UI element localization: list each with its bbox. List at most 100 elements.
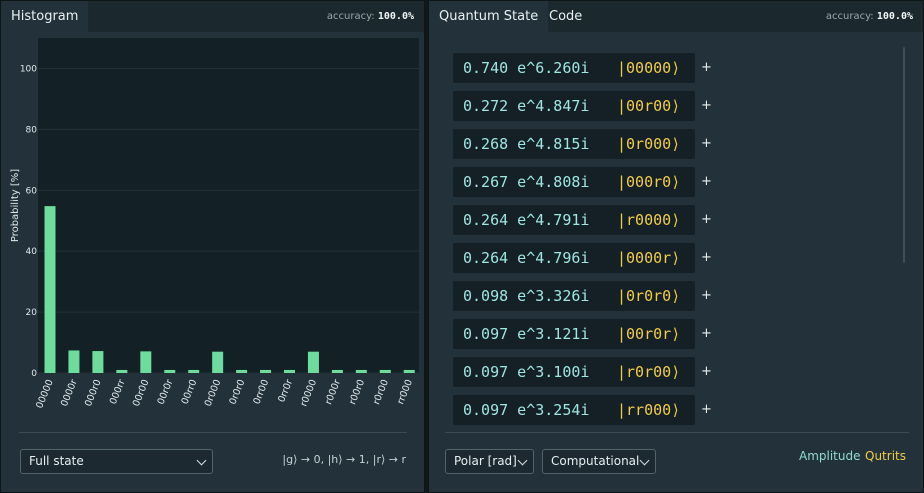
x-tick-label: 0r0r0 bbox=[227, 378, 247, 406]
histogram-bar bbox=[188, 369, 200, 373]
basis-ket: |000r0⟩ bbox=[617, 173, 681, 191]
histogram-bar bbox=[260, 369, 272, 373]
qutrits-toggle[interactable]: Qutrits bbox=[865, 449, 906, 463]
x-tick-label: 0000r bbox=[59, 378, 80, 408]
histogram-bar bbox=[140, 351, 152, 373]
amplitude-box: 0.740 e^6.260i |00000⟩ bbox=[453, 53, 695, 83]
level-mapping-legend: |g⟩ → 0, |h⟩ → 1, |r⟩ → r bbox=[282, 453, 406, 466]
plus-sign: + bbox=[701, 326, 712, 341]
histogram-bar bbox=[379, 369, 391, 373]
amplitude-box: 0.097 e^3.121i |00r0r⟩ bbox=[453, 319, 695, 349]
x-tick-label: 00r0r bbox=[156, 378, 176, 406]
tab-histogram[interactable]: Histogram bbox=[1, 1, 89, 32]
plus-sign: + bbox=[701, 402, 712, 417]
amplitude-box: 0.264 e^4.796i |0000r⟩ bbox=[453, 243, 695, 273]
plot-area bbox=[38, 38, 419, 373]
x-tick-label: r00r0 bbox=[347, 378, 367, 406]
histogram-bar bbox=[355, 369, 367, 373]
y-axis-label: Probability [%] bbox=[10, 169, 21, 242]
histogram-panel: Histogram accuracy: 100.0% 0 20 40 60 80 100 P… bbox=[0, 0, 425, 493]
amplitude-value: 0.264 e^4.791i bbox=[463, 211, 590, 229]
chevron-down-icon bbox=[639, 455, 650, 466]
histogram-accuracy: accuracy: 100.0% bbox=[327, 1, 414, 32]
basis-ket: |r0000⟩ bbox=[617, 211, 681, 229]
histogram-bar bbox=[92, 351, 104, 373]
y-tick-label: 20 bbox=[26, 308, 38, 318]
histogram-tab-bar: Histogram accuracy: 100.0% bbox=[1, 1, 424, 32]
plus-sign: + bbox=[701, 98, 712, 113]
plus-sign: + bbox=[701, 250, 712, 265]
accuracy-value: 100.0% bbox=[377, 11, 414, 22]
amplitude-value: 0.097 e^3.254i bbox=[463, 401, 590, 419]
x-tick-label: 000r0 bbox=[83, 378, 104, 408]
amplitude-value: 0.097 e^3.100i bbox=[463, 363, 590, 381]
basis-ket: |00000⟩ bbox=[617, 59, 681, 77]
basis-ket: |0r0r0⟩ bbox=[617, 287, 681, 305]
amplitude-value: 0.272 e^4.847i bbox=[463, 97, 590, 115]
basis-ket: |r0r00⟩ bbox=[617, 363, 681, 381]
amplitude-value: 0.268 e^4.815i bbox=[463, 135, 590, 153]
histogram-bar bbox=[164, 369, 176, 373]
y-tick-label: 60 bbox=[26, 186, 38, 196]
x-tick-label: 00000 bbox=[34, 378, 56, 410]
amplitude-value: 0.267 e^4.808i bbox=[463, 173, 590, 191]
amplitude-box: 0.097 e^3.254i |rr000⟩ bbox=[453, 395, 695, 425]
amplitude-toggle[interactable]: Amplitude bbox=[799, 449, 861, 463]
histogram-bar bbox=[284, 369, 295, 373]
histogram-bar bbox=[403, 369, 415, 373]
plus-sign: + bbox=[701, 60, 712, 75]
x-tick-label: 000rr bbox=[108, 378, 128, 406]
basis-ket: |0r000⟩ bbox=[617, 135, 681, 153]
accuracy-value: 100.0% bbox=[876, 11, 913, 22]
histogram-bar bbox=[331, 369, 343, 373]
histogram-bar bbox=[307, 351, 319, 373]
basis-ket: |00r00⟩ bbox=[617, 97, 681, 115]
x-tick-label: 0rr0r bbox=[276, 378, 295, 404]
histogram-divider bbox=[19, 432, 407, 433]
x-tick-label: r000r bbox=[323, 378, 343, 406]
histogram-bar bbox=[44, 206, 56, 373]
basis-ket: |rr000⟩ bbox=[617, 401, 681, 419]
x-tick-label: 0r000 bbox=[203, 378, 224, 408]
amplitude-box: 0.267 e^4.808i |000r0⟩ bbox=[453, 167, 695, 197]
histogram-bar bbox=[236, 369, 248, 373]
format-select[interactable]: Polar [rad] bbox=[445, 449, 534, 474]
amplitude-box: 0.097 e^3.100i |r0r00⟩ bbox=[453, 357, 695, 387]
basis-select-value: Computational bbox=[551, 454, 640, 468]
amplitude-box: 0.264 e^4.791i |r0000⟩ bbox=[453, 205, 695, 235]
plus-sign: + bbox=[701, 174, 712, 189]
accuracy-label: accuracy: bbox=[326, 11, 375, 22]
y-tick-label: 80 bbox=[26, 125, 38, 135]
basis-select[interactable]: Computational bbox=[542, 449, 656, 474]
state-tab-bar: Quantum State Code accuracy: 100.0% bbox=[429, 1, 923, 32]
x-tick-label: r0r00 bbox=[371, 378, 391, 406]
x-tick-label: 00rr0 bbox=[180, 378, 200, 406]
histogram-bar bbox=[116, 369, 128, 373]
x-tick-label: 00r00 bbox=[131, 378, 152, 408]
chevron-down-icon bbox=[196, 455, 207, 466]
x-tick-label: r0000 bbox=[299, 378, 320, 408]
amplitude-box: 0.272 e^4.847i |00r00⟩ bbox=[453, 91, 695, 121]
y-tick-label: 0 bbox=[31, 369, 37, 379]
basis-ket: |00r0r⟩ bbox=[617, 325, 681, 343]
plus-sign: + bbox=[701, 212, 712, 227]
state-filter-select[interactable]: Full state bbox=[20, 449, 213, 474]
chevron-down-icon bbox=[517, 455, 528, 466]
amplitude-value: 0.264 e^4.796i bbox=[463, 249, 590, 267]
plus-sign: + bbox=[701, 364, 712, 379]
tab-quantum-state[interactable]: Quantum State bbox=[429, 1, 549, 32]
state-filter-value: Full state bbox=[29, 454, 84, 468]
amplitude-value: 0.740 e^6.260i bbox=[463, 59, 590, 77]
plus-sign: + bbox=[701, 288, 712, 303]
x-tick-label: rr000 bbox=[395, 378, 415, 406]
state-divider bbox=[445, 432, 909, 433]
basis-ket: |0000r⟩ bbox=[617, 249, 681, 267]
plus-sign: + bbox=[701, 136, 712, 151]
histogram-bar bbox=[212, 351, 224, 373]
tab-code[interactable]: Code bbox=[549, 9, 583, 24]
histogram-bar bbox=[68, 350, 80, 373]
amplitude-value: 0.097 e^3.121i bbox=[463, 325, 590, 343]
accuracy-label: accuracy: bbox=[825, 11, 874, 22]
amplitude-list-scrollbar[interactable] bbox=[903, 47, 905, 263]
